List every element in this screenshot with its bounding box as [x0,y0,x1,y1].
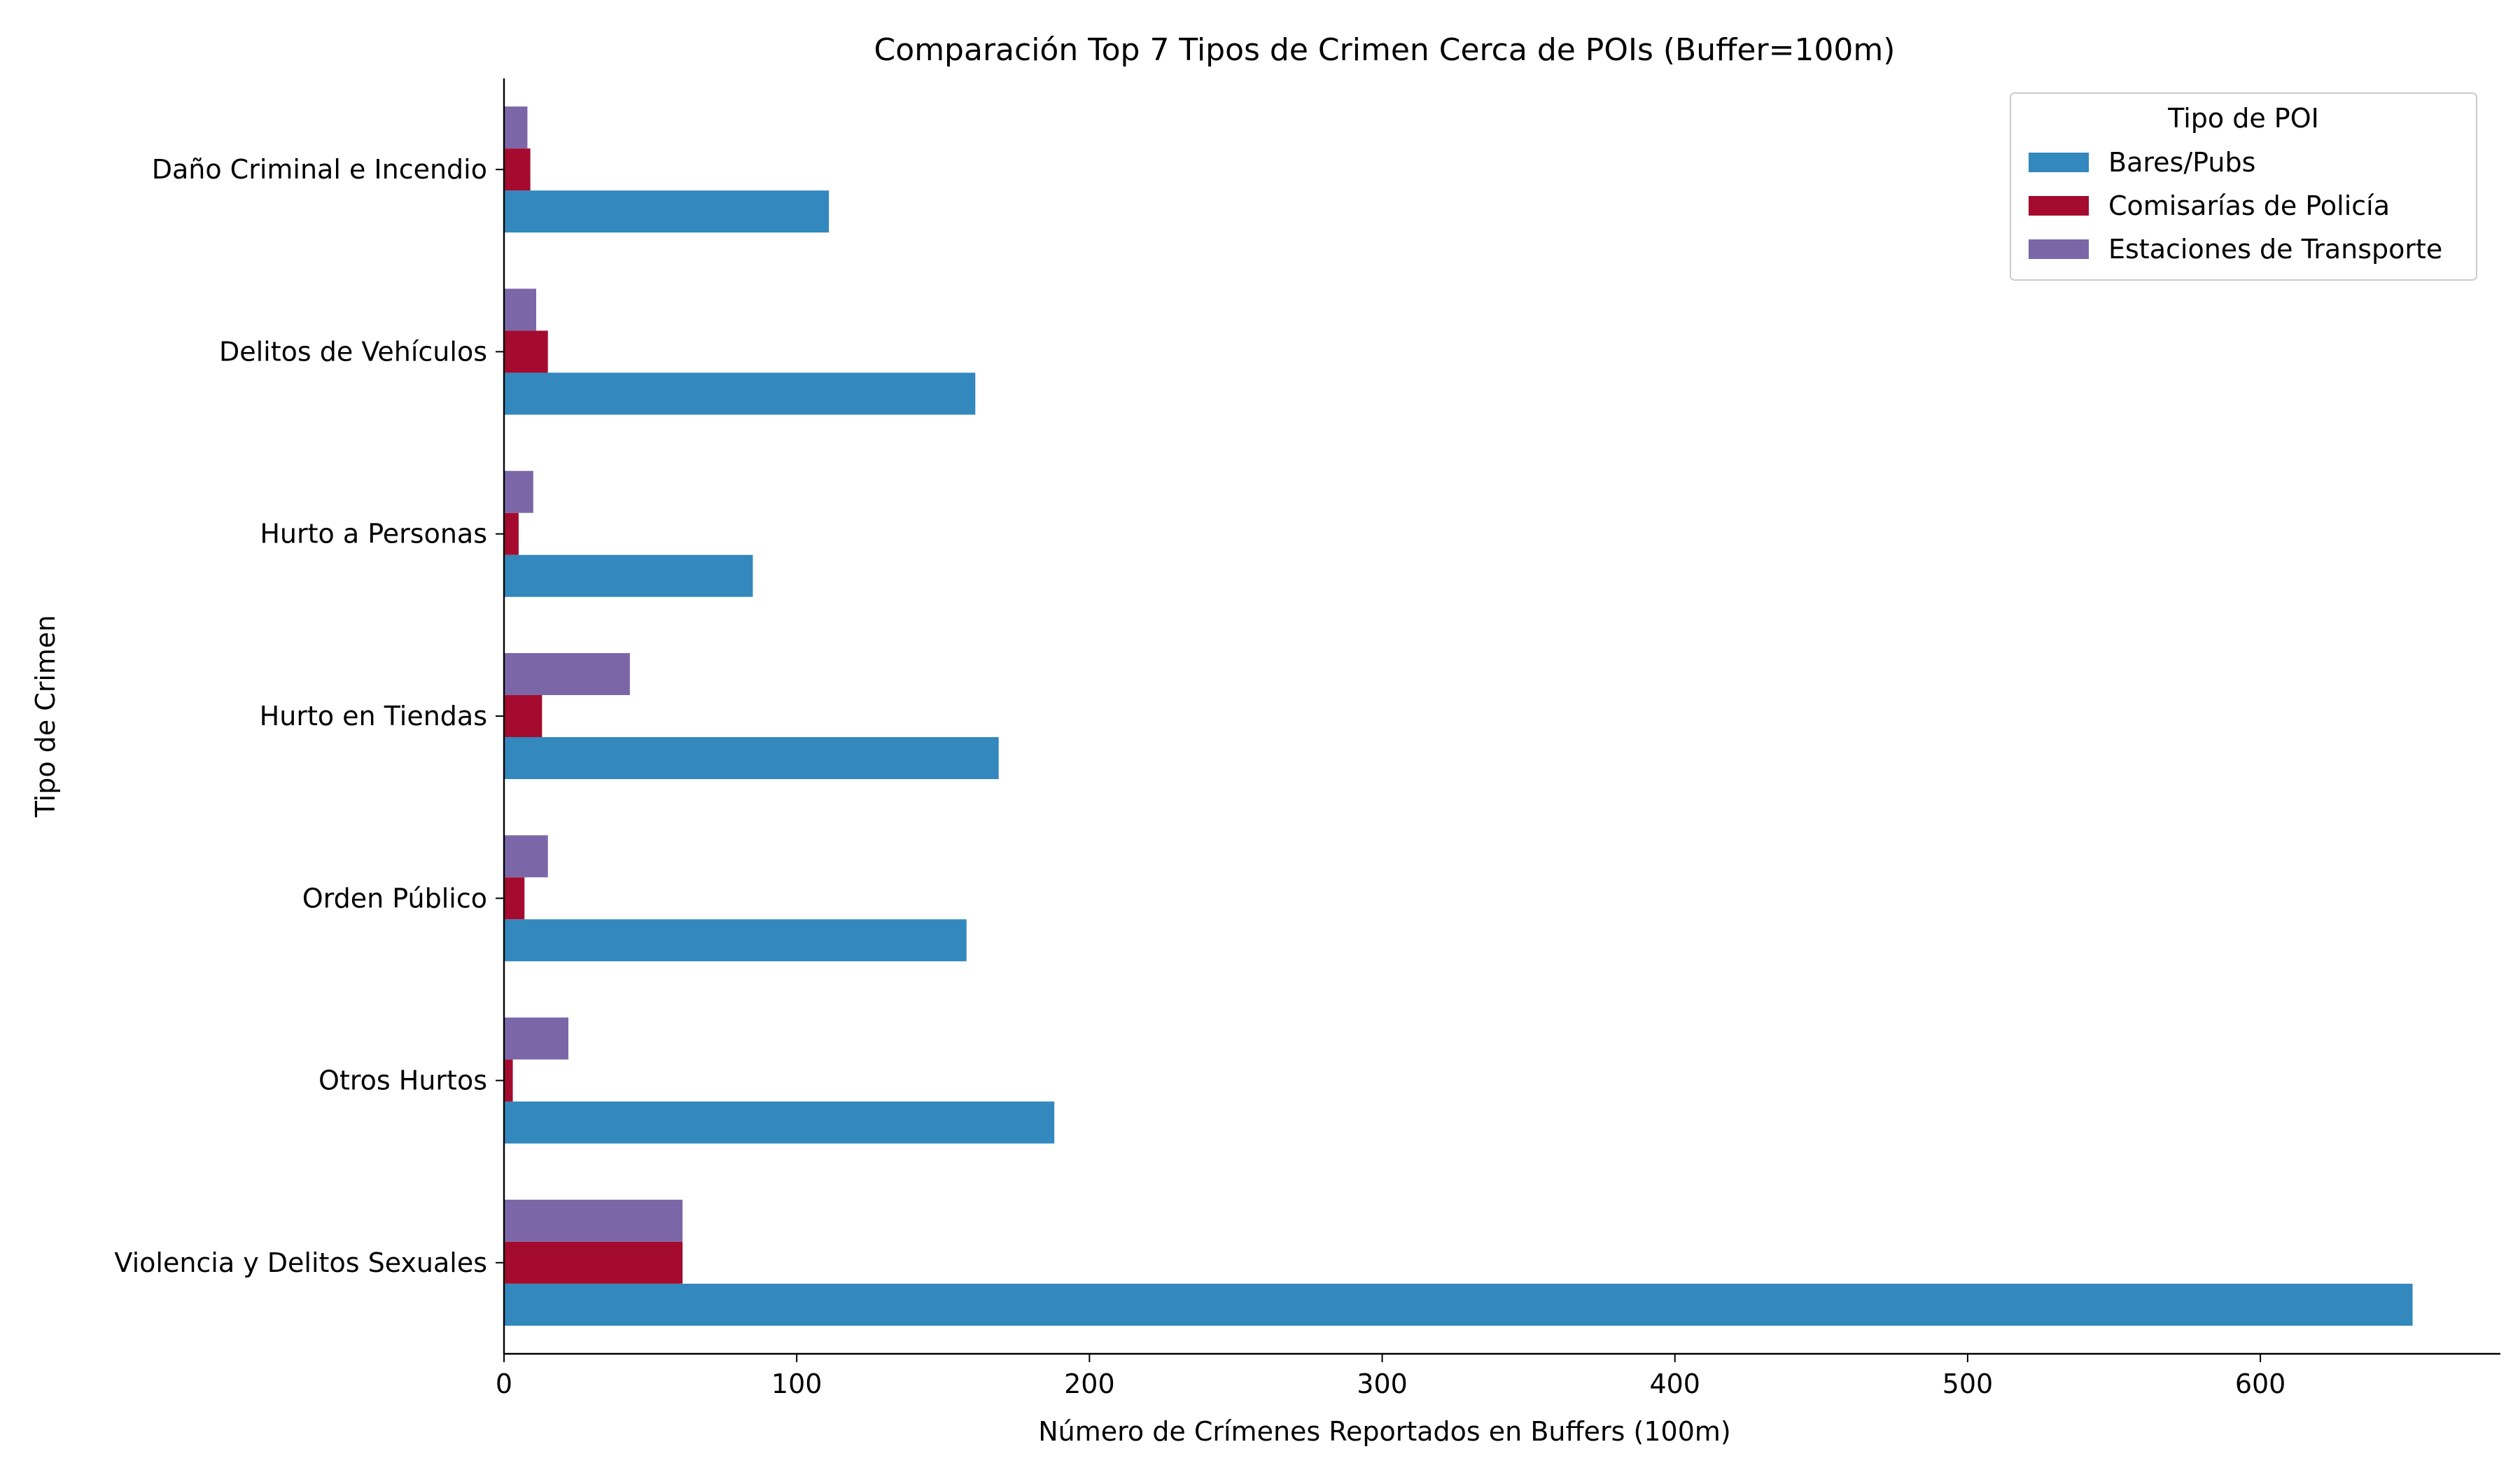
bar-estaciones-de-transporte-hurto-en-tiendas [504,653,630,695]
bar-bares-pubs-hurto-en-tiendas [504,737,999,779]
bar-estaciones-de-transporte-hurto-a-personas [504,470,533,513]
y-tick-label-dano-criminal-e-incendio: Daño Criminal e Incendio [152,154,487,185]
x-tick-label-400: 400 [1649,1368,1700,1399]
bars-layer [504,106,2413,1326]
legend-label-comisarias-de-policia: Comisarías de Policía [2108,190,2390,221]
legend-swatch-comisarias-de-policia [2029,196,2089,216]
legend: Tipo de POI Bares/Pubs Comisarías de Poli… [2010,92,2477,281]
bar-bares-pubs-orden-publico [504,919,967,962]
bar-bares-pubs-violencia-y-delitos-sexuales [504,1283,2413,1326]
chart-title: Comparación Top 7 Tipos de Crimen Cerca … [874,32,1896,68]
bar-comisarias-de-policia-hurto-a-personas [504,512,519,555]
bar-estaciones-de-transporte-orden-publico [504,835,548,878]
y-tick-label-orden-publico: Orden Público [302,883,487,913]
bar-estaciones-de-transporte-violencia-y-delitos-sexuales [504,1199,683,1242]
y-tick-label-delitos-de-vehiculos: Delitos de Vehículos [219,336,487,367]
bar-estaciones-de-transporte-dano-criminal-e-incendio [504,106,528,149]
legend-swatch-estaciones-de-transporte [2029,239,2089,259]
x-axis-label: Número de Crímenes Reportados en Buffers… [1038,1416,1731,1447]
legend-title: Tipo de POI [2167,103,2319,134]
y-tick-label-violencia-y-delitos-sexuales: Violencia y Delitos Sexuales [114,1247,487,1278]
bar-bares-pubs-dano-criminal-e-incendio [504,190,830,233]
bar-bares-pubs-otros-hurtos [504,1101,1055,1144]
y-axis-label: Tipo de Crimen [30,615,61,818]
bar-comisarias-de-policia-dano-criminal-e-incendio [504,148,531,191]
bar-estaciones-de-transporte-delitos-de-vehiculos [504,288,536,331]
bar-bares-pubs-hurto-a-personas [504,554,753,597]
bar-comisarias-de-policia-hurto-en-tiendas [504,695,542,737]
y-ticks: Daño Criminal e Incendio Delitos de Vehíc… [114,154,504,1278]
y-tick-label-hurto-a-personas: Hurto a Personas [260,519,487,550]
x-tick-label-300: 300 [1357,1368,1408,1399]
bar-estaciones-de-transporte-otros-hurtos [504,1017,568,1060]
legend-label-estaciones-de-transporte: Estaciones de Transporte [2108,234,2442,265]
x-tick-label-0: 0 [496,1368,512,1399]
y-tick-label-hurto-en-tiendas: Hurto en Tiendas [260,701,487,732]
legend-box [2010,92,2477,281]
bar-comisarias-de-policia-otros-hurtos [504,1059,513,1102]
legend-label-bares-pubs: Bares/Pubs [2108,147,2255,178]
y-tick-label-otros-hurtos: Otros Hurtos [318,1065,487,1096]
x-tick-label-500: 500 [1942,1368,1994,1399]
x-tick-label-200: 200 [1064,1368,1115,1399]
legend-items: Bares/Pubs Comisarías de Policía Estacione… [2029,147,2442,265]
bar-bares-pubs-delitos-de-vehiculos [504,372,976,415]
bar-comisarias-de-policia-orden-publico [504,877,525,920]
bar-comisarias-de-policia-violencia-y-delitos-sexuales [504,1241,683,1284]
x-tick-label-600: 600 [2235,1368,2286,1399]
x-ticks: 0 100 200 300 400 500 600 [496,1354,2286,1399]
x-tick-label-100: 100 [771,1368,822,1399]
legend-swatch-bares-pubs [2029,153,2089,172]
bar-comisarias-de-policia-delitos-de-vehiculos [504,330,548,373]
